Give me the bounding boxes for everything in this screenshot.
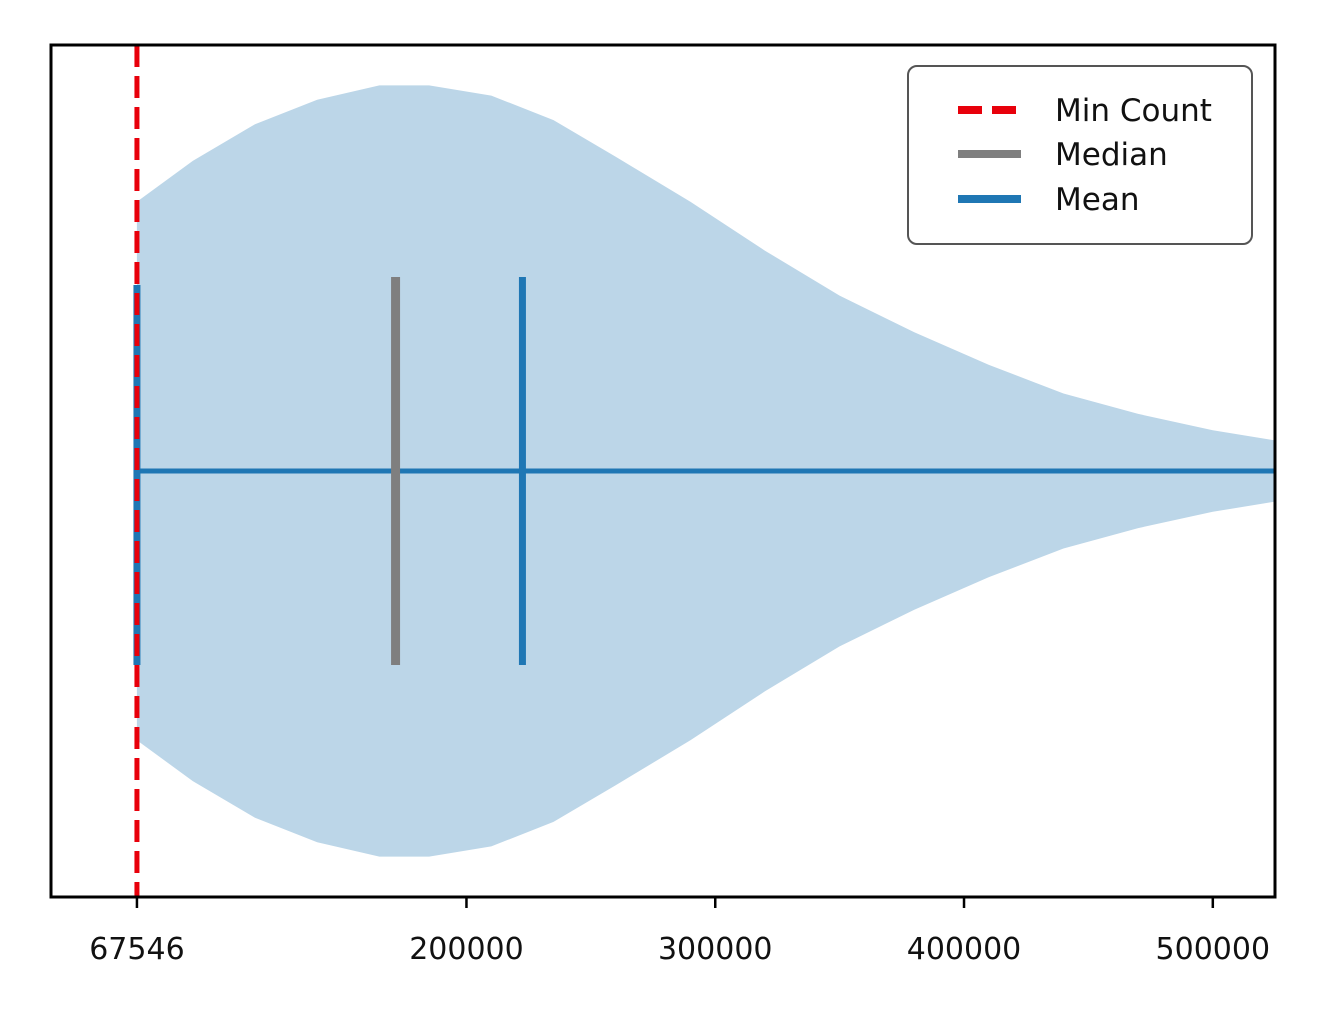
legend-label-1: Median [1055,137,1168,173]
legend-label-0: Min Count [1055,93,1212,129]
x-tick-label-0: 67546 [89,932,184,967]
x-tick-label-4: 500000 [1156,932,1271,967]
legend-label-2: Mean [1055,182,1139,218]
x-axis: 67546 200000 300000 400000 500000 [89,897,1270,967]
x-tick-label-1: 200000 [409,932,524,967]
x-tick-label-2: 300000 [658,932,773,967]
legend: Min Count Median Mean [907,65,1253,245]
stat-lines-layer [133,45,1275,897]
plot-frame [49,43,1277,899]
x-tick-label-3: 400000 [907,932,1022,967]
